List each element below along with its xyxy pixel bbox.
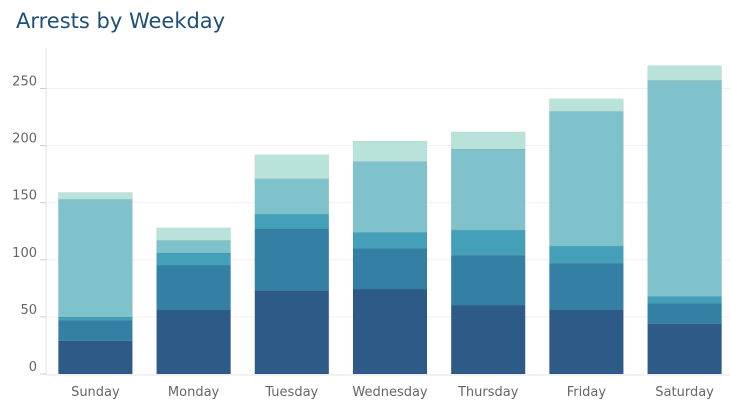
bar-segment-friday-2[interactable] — [549, 245, 624, 264]
bar-segment-monday-0[interactable] — [156, 309, 231, 375]
bar-segment-friday-0[interactable] — [549, 309, 624, 375]
bar-segment-friday-3[interactable] — [549, 111, 624, 247]
y-tick-label: 200 — [12, 132, 37, 147]
bar-segment-thursday-3[interactable] — [450, 148, 526, 231]
bar-segment-monday-3[interactable] — [156, 240, 231, 254]
bar-segment-sunday-4[interactable] — [58, 192, 133, 200]
bar-segment-saturday-0[interactable] — [647, 323, 722, 375]
x-tick-label-friday: Friday — [567, 385, 607, 400]
bar-segment-thursday-1[interactable] — [450, 254, 526, 306]
x-tick-label-thursday: Thursday — [457, 385, 519, 400]
bars — [58, 65, 722, 375]
x-tick-label-saturday: Saturday — [655, 385, 714, 400]
y-tick-label: 250 — [12, 75, 37, 90]
x-tick-label-tuesday: Tuesday — [264, 385, 318, 400]
bar-segment-thursday-2[interactable] — [450, 229, 526, 256]
bar-segment-saturday-1[interactable] — [647, 302, 722, 325]
bar-segment-wednesday-3[interactable] — [352, 161, 428, 233]
bar-segment-tuesday-4[interactable] — [254, 154, 330, 179]
bar-segment-tuesday-1[interactable] — [254, 228, 330, 291]
bar-segment-monday-1[interactable] — [156, 265, 231, 311]
x-tick-label-monday: Monday — [168, 385, 220, 400]
bar-segment-saturday-2[interactable] — [647, 296, 722, 304]
x-axis: Sunday Monday Tuesday Wednesday Thursday Frid… — [46, 374, 730, 400]
y-tick-label: 150 — [12, 189, 37, 204]
bar-segment-thursday-4[interactable] — [450, 131, 526, 150]
bar-segment-thursday-0[interactable] — [450, 305, 526, 375]
y-tick-label: 0 — [29, 360, 37, 375]
bar-segment-tuesday-2[interactable] — [254, 213, 330, 230]
y-tick-label: 100 — [12, 246, 37, 261]
bar-segment-saturday-3[interactable] — [647, 80, 722, 297]
bar-segment-wednesday-1[interactable] — [352, 248, 428, 290]
chart-title: Arrests by Weekday — [16, 9, 226, 33]
bar-segment-friday-1[interactable] — [549, 262, 624, 311]
y-tick-label: 50 — [20, 303, 37, 318]
bar-segment-sunday-3[interactable] — [58, 199, 133, 318]
bar-segment-tuesday-3[interactable] — [254, 178, 330, 215]
bar-segment-monday-2[interactable] — [156, 252, 231, 266]
bar-segment-wednesday-0[interactable] — [352, 289, 428, 375]
bar-segment-sunday-2[interactable] — [58, 316, 133, 321]
y-axis: 0 50 100 150 200 250 — [12, 48, 47, 375]
bar-segment-tuesday-0[interactable] — [254, 290, 330, 375]
bar-segment-wednesday-2[interactable] — [352, 232, 428, 249]
bar-segment-friday-4[interactable] — [549, 98, 624, 112]
bar-segment-sunday-0[interactable] — [58, 340, 133, 375]
bar-segment-saturday-4[interactable] — [647, 65, 722, 81]
x-tick-label-wednesday: Wednesday — [352, 385, 428, 400]
bar-segment-sunday-1[interactable] — [58, 320, 133, 342]
bar-segment-monday-4[interactable] — [156, 227, 231, 241]
x-tick-label-sunday: Sunday — [71, 385, 120, 400]
bar-segment-wednesday-4[interactable] — [352, 140, 428, 162]
